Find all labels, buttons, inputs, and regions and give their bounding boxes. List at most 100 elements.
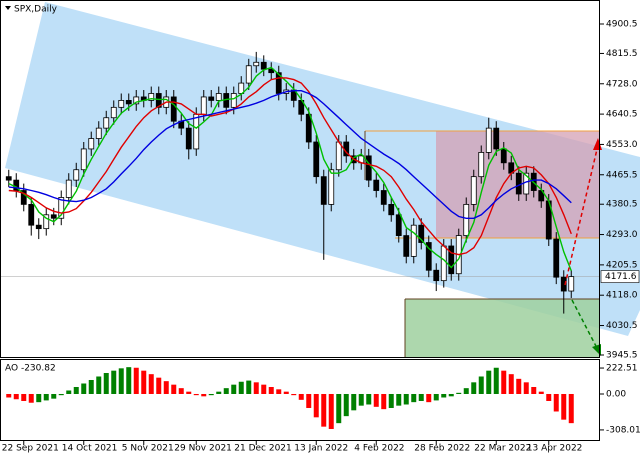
ao-bar	[501, 370, 507, 394]
ao-bar	[538, 391, 544, 394]
ao-bar	[358, 393, 364, 406]
arrow-head	[592, 344, 601, 356]
ao-bar	[231, 384, 237, 394]
candle-body	[560, 276, 567, 292]
ao-bar	[553, 393, 559, 412]
ao-bar	[126, 367, 132, 394]
ao-bar	[373, 393, 379, 407]
price-channel	[5, 2, 640, 336]
ao-bar	[508, 374, 514, 394]
ao-bar	[478, 376, 484, 394]
ao-bar	[448, 393, 454, 397]
candle-body	[95, 127, 102, 139]
ao-bar	[103, 372, 109, 394]
ao-bar	[366, 393, 372, 405]
y-tick-label: 4728.0	[606, 79, 638, 89]
ao-bar	[531, 386, 537, 394]
y-tick-label: 4380.5	[606, 200, 638, 210]
candle-body	[328, 169, 335, 205]
candle-body	[515, 172, 522, 195]
candle-body	[425, 242, 432, 271]
candle-body	[440, 245, 447, 282]
ao-bar	[306, 393, 312, 408]
ao-bar	[171, 384, 177, 394]
ao-bar	[343, 393, 349, 417]
x-tick-label: 13 Apr 2022	[527, 444, 583, 454]
y-tick-label: 4293.0	[606, 230, 638, 240]
y-tick-label: 4815.5	[606, 49, 638, 59]
candle-body	[185, 127, 192, 150]
x-tick-label: 4 Feb 2022	[354, 444, 404, 454]
ao-bar	[216, 391, 222, 394]
ao-bar	[13, 393, 19, 400]
current-price-label: 4171.6	[605, 272, 637, 282]
candle-body	[478, 152, 485, 178]
ao-bar	[441, 393, 447, 398]
x-tick-label: 22 Sep 2021	[2, 444, 59, 454]
ao-bar	[28, 393, 34, 403]
plot-area	[0, 51, 600, 314]
moving-average	[8, 66, 572, 272]
y-tick-label: -308.01	[606, 425, 640, 435]
ao-bar	[6, 393, 12, 398]
ao-bar	[471, 382, 477, 394]
candle-body	[395, 214, 402, 236]
ao-bar	[111, 370, 117, 394]
x-tick-label: 22 Mar 2022	[474, 444, 531, 454]
menu-icon[interactable]	[5, 6, 11, 10]
indicator-frame	[0, 359, 600, 441]
ao-bar	[321, 393, 327, 427]
candle-body	[110, 106, 117, 119]
x-tick-label: 5 Nov 2021	[122, 444, 174, 454]
ao-bar	[433, 393, 439, 401]
ao-bar	[208, 393, 214, 396]
candle-body	[208, 96, 215, 101]
ao-bar	[253, 382, 259, 394]
candle-body	[268, 68, 275, 74]
candle-body	[320, 176, 327, 205]
ao-bar	[141, 370, 147, 394]
candle-body	[73, 169, 80, 181]
ao-bar	[246, 380, 252, 394]
y-tick-label: 4205.5	[606, 260, 638, 270]
ao-bar	[186, 391, 192, 394]
ao-bar	[403, 393, 409, 405]
candle-body	[305, 113, 312, 143]
candle-body	[35, 224, 42, 230]
ao-bar	[486, 370, 492, 394]
ao-bar	[21, 393, 27, 401]
y-tick-label: 4640.5	[606, 110, 638, 120]
ao-bar	[276, 389, 282, 394]
indicator-title: AO -230.82	[5, 364, 56, 374]
ao-bar	[516, 378, 522, 394]
candle-body	[133, 96, 140, 105]
candle-body	[253, 61, 260, 67]
y-tick-label: 4553.0	[606, 140, 638, 150]
candle-body	[403, 235, 410, 257]
ao-bar	[118, 368, 124, 394]
x-tick-label: 21 Dec 2021	[234, 444, 292, 454]
candle-body	[80, 148, 87, 171]
current-price-box	[600, 270, 640, 283]
candle-body	[313, 141, 320, 178]
candle-body	[500, 148, 507, 164]
ao-bar	[561, 393, 567, 420]
ao-bar	[456, 392, 462, 394]
x-tick-label: 14 Oct 2021	[62, 444, 118, 454]
candle-body	[493, 127, 500, 150]
candle-body	[155, 93, 162, 108]
ao-bar	[81, 383, 87, 394]
ao-bar	[328, 393, 334, 429]
ao-bar	[238, 381, 244, 394]
candle-body	[485, 127, 492, 153]
ao-bar	[351, 393, 357, 411]
ao-bar	[133, 367, 139, 394]
candle-body	[65, 179, 72, 198]
arrow-up	[564, 144, 599, 286]
candle-body	[470, 176, 477, 205]
ao-bar	[388, 393, 394, 408]
y-tick-label: 4465.5	[606, 170, 638, 180]
candle-body	[463, 203, 470, 236]
ao-bar	[73, 386, 79, 394]
